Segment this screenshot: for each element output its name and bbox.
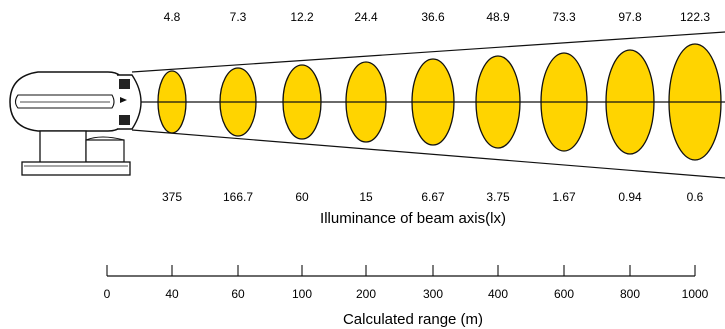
lamp-base-support [85,139,125,163]
searchlight-icon [9,71,142,176]
lamp-base [39,130,87,164]
illuminance-value-label: 375 [162,190,182,204]
beam-diameter-label: 73.3 [552,10,576,24]
illuminance-value-label: 3.75 [486,190,510,204]
lower-clamp-icon [119,115,130,125]
range-tick-label: 800 [620,287,640,301]
illuminance-values: 375 166.7 60 15 6.67 3.75 1.67 0.94 0.6 [162,190,704,204]
illuminance-value-label: 60 [295,190,309,204]
range-tick-label: 100 [292,287,312,301]
beam-diagram [123,31,725,179]
range-tick-label: 200 [356,287,376,301]
illuminance-value-label: 0.6 [687,190,704,204]
mounting-plate [21,161,131,176]
base-curve [85,136,125,141]
illuminance-axis-title: Illuminance of beam axis(lx) [320,210,506,227]
beam-diameter-label: 97.8 [618,10,642,24]
range-tick-label: 40 [165,287,179,301]
range-tick-label: 0 [104,287,111,301]
beam-diameter-label: 12.2 [290,10,314,24]
beam-upper-edge-line [131,31,725,73]
beam-lower-edge-line [131,129,725,179]
illuminance-value-label: 6.67 [421,190,445,204]
beam-diameter-label: 24.4 [354,10,378,24]
range-tick-label: 600 [554,287,574,301]
beam-diameter-label: 122.3 [680,10,710,24]
illuminance-value-label: 0.94 [618,190,642,204]
range-tick-label: 300 [423,287,443,301]
range-tick-label: 60 [231,287,245,301]
beam-diameter-label: 36.6 [421,10,445,24]
upper-clamp-icon [119,79,130,89]
illuminance-value-label: 1.67 [552,190,576,204]
beam-source-icon [120,97,127,103]
range-axis: 0 40 60 100 200 300 400 600 800 1000 [104,265,709,301]
lamp-band [14,94,115,109]
range-tick-label: 400 [488,287,508,301]
illuminance-value-label: 15 [359,190,373,204]
beam-diameter-label: 4.8 [164,10,181,24]
range-tick-label: 1000 [682,287,709,301]
range-axis-title: Calculated range (m) [343,311,483,328]
beam-diameter-label: 48.9 [486,10,510,24]
beam-diameter-label: 7.3 [230,10,247,24]
illuminance-value-label: 166.7 [223,190,253,204]
